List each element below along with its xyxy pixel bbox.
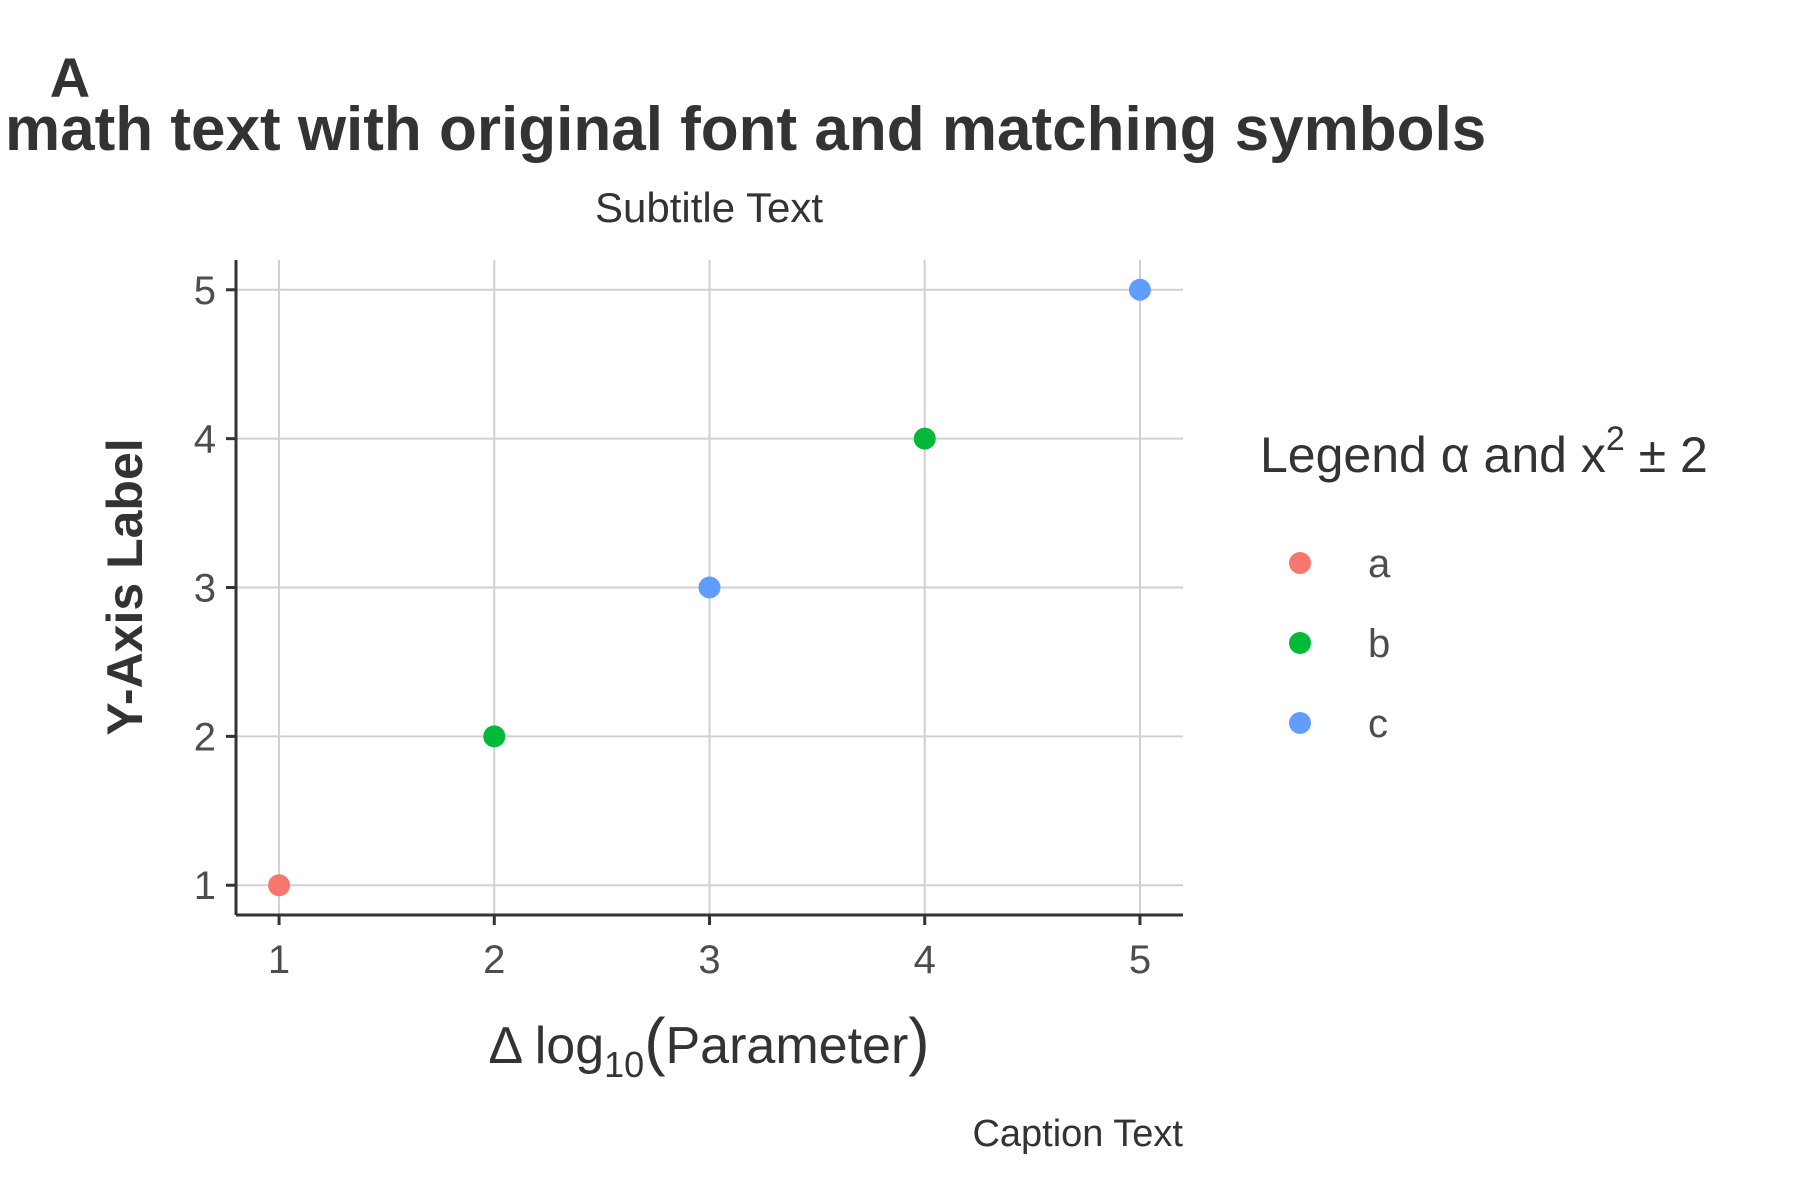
- legend-title-superscript: 2: [1606, 420, 1625, 458]
- data-point-2-b: [483, 725, 506, 748]
- legend-key-b: [1289, 632, 1311, 654]
- tick-layer: 1 2 3 4 5 1 2 3 4 5: [194, 269, 1151, 982]
- x-tick-label-2: 2: [483, 938, 505, 982]
- chart-caption: Caption Text: [972, 1113, 1183, 1155]
- data-point-4-b: [913, 427, 936, 450]
- legend-key-c: [1289, 712, 1311, 734]
- x-tick-label-4: 4: [914, 938, 936, 982]
- x-tick-label-5: 5: [1129, 938, 1151, 982]
- x-tick-label-1: 1: [268, 938, 290, 982]
- x-tick-label-3: 3: [698, 938, 720, 982]
- legend-label-c: c: [1368, 702, 1388, 746]
- x-axis-label: Δ log10(Parameter): [488, 1005, 929, 1085]
- x-axis-label-subscript: 10: [604, 1044, 644, 1085]
- legend-title-suffix: ± 2: [1625, 427, 1708, 483]
- x-axis-label-open-paren: (: [644, 1005, 665, 1077]
- x-axis-label-close-paren: ): [908, 1005, 929, 1077]
- point-layer: [268, 278, 1151, 897]
- legend-label-a: a: [1368, 542, 1391, 586]
- x-axis-label-prefix: Δ log: [488, 1017, 604, 1075]
- y-tick-label-3: 3: [194, 567, 216, 611]
- legend-key-a: [1289, 552, 1311, 574]
- data-point-3-c: [698, 576, 721, 599]
- y-axis-label: Y-Axis Label: [97, 438, 153, 735]
- y-tick-label-4: 4: [194, 418, 216, 462]
- legend-title: Legend α and x2 ± 2: [1260, 420, 1708, 483]
- plot-tag: A: [50, 46, 90, 109]
- data-point-5-c: [1128, 278, 1151, 301]
- y-tick-label-1: 1: [194, 864, 216, 908]
- legend-title-prefix: Legend α and x: [1260, 427, 1606, 483]
- y-tick-label-2: 2: [194, 715, 216, 759]
- chart-title: math text with original font and matchin…: [5, 95, 1486, 164]
- legend: Legend α and x2 ± 2 abc: [1260, 420, 1708, 746]
- legend-entries: abc: [1289, 542, 1391, 746]
- data-point-1-a: [268, 874, 291, 897]
- legend-label-b: b: [1368, 622, 1390, 666]
- x-axis-label-inner: Parameter: [666, 1017, 909, 1075]
- chart-subtitle: Subtitle Text: [595, 184, 823, 231]
- y-tick-label-5: 5: [194, 269, 216, 313]
